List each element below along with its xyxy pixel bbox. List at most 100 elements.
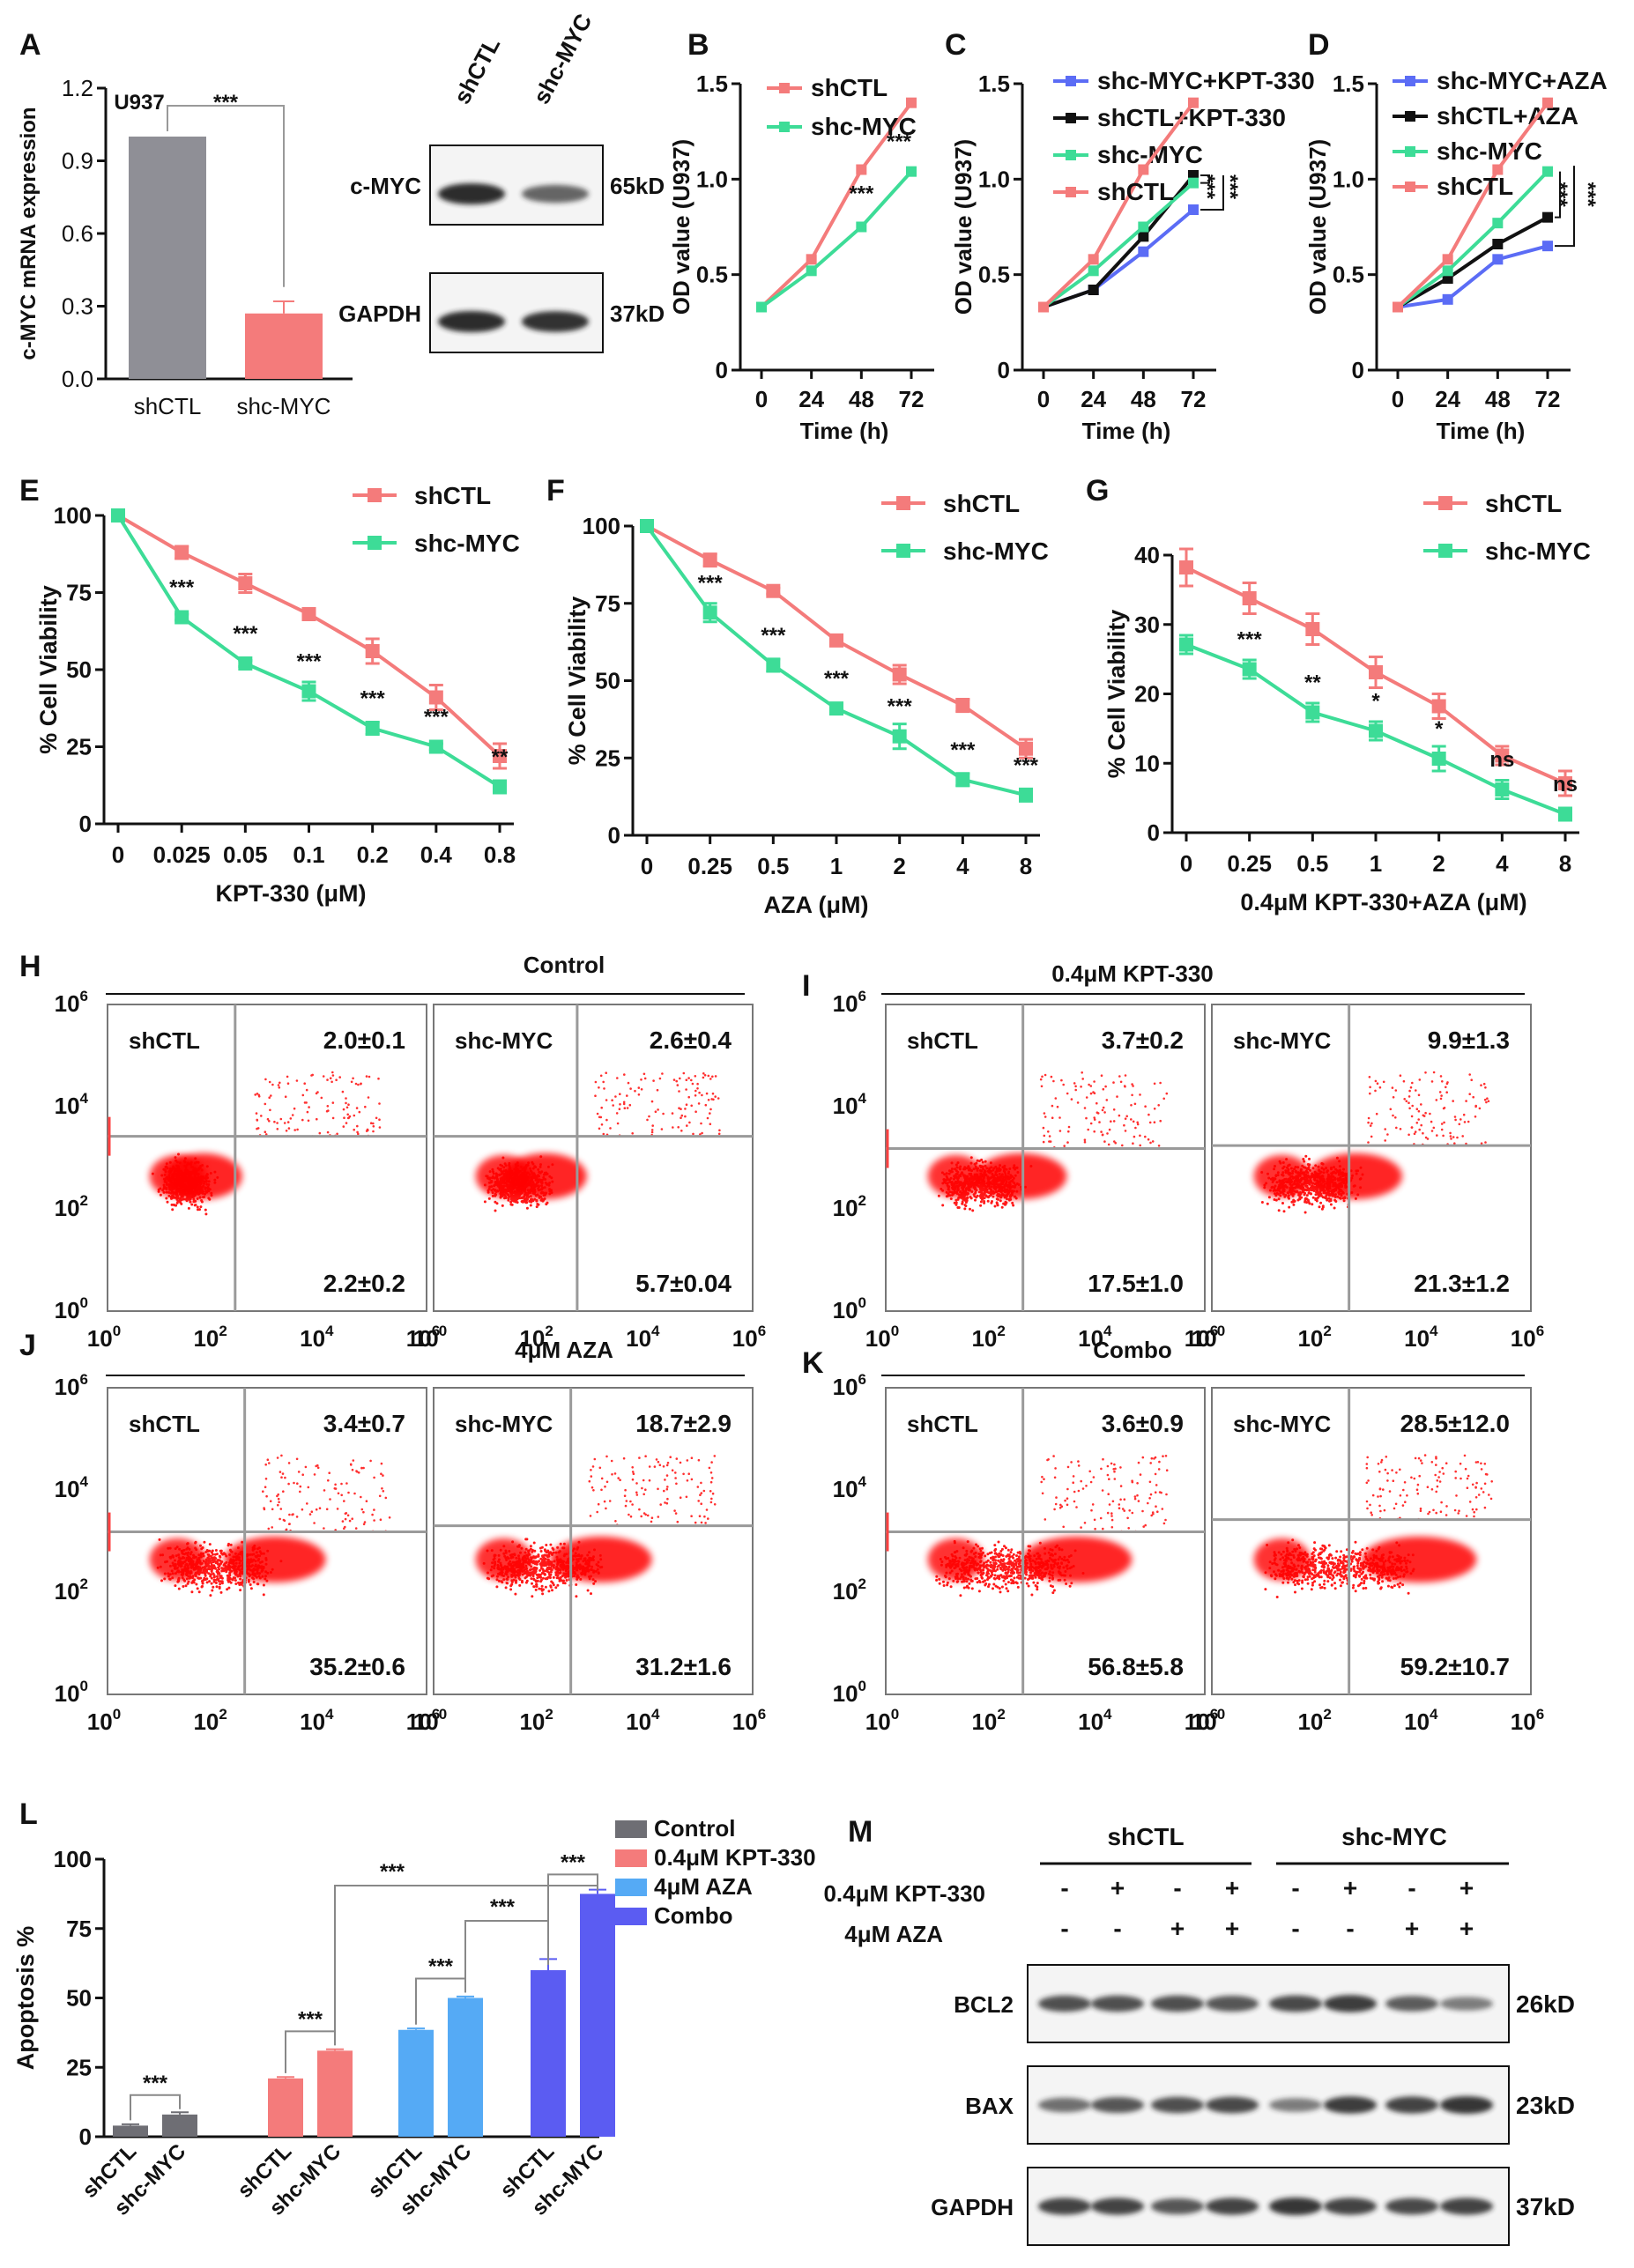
event-dot [334,1484,337,1486]
event-dot [1408,1108,1411,1110]
sig-label: ** [492,745,509,769]
y-tick-label: 0 [608,822,620,849]
event-dot [280,1118,283,1121]
event-dot [592,1582,595,1585]
data-point [893,730,907,744]
x-tick-label: 0 [1392,386,1404,412]
event-dot [494,1201,496,1204]
event-dot [336,1133,338,1136]
sig-label: *** [849,182,874,206]
event-dot [963,1207,966,1210]
event-dot [600,1075,603,1078]
event-dot [256,1112,258,1115]
event-dot [673,1078,676,1081]
dense-population [225,1537,326,1582]
event-dot [213,1556,216,1559]
event-dot [1074,1086,1077,1088]
event-dot [1333,1199,1336,1202]
event-dot [1439,1091,1442,1093]
y-tick-label: 0 [79,811,92,837]
event-dot [215,1549,218,1552]
event-dot [1376,1113,1378,1115]
event-dot [204,1209,207,1212]
x-tick-label: 0 [112,841,124,868]
event-dot [525,1197,528,1200]
dense-population [150,1538,206,1581]
data-point [1179,638,1193,652]
event-dot [549,1544,552,1546]
quadrant-lower-right: 5.7±0.04 [635,1270,732,1297]
event-dot [1004,1204,1006,1206]
event-dot [690,1105,693,1108]
event-dot [1407,1101,1410,1104]
event-dot [215,1579,218,1582]
event-dot [1319,1202,1322,1204]
legend-marker [1405,76,1415,86]
event-dot [353,1493,356,1495]
event-dot [227,1543,230,1545]
y-tick-label: 50 [595,668,620,694]
x-tick-label: 4 [956,853,969,879]
event-dot [337,1508,339,1510]
event-dot [209,1543,212,1545]
event-dot [1310,1193,1312,1196]
event-dot [624,1107,627,1109]
data-point [1088,254,1099,264]
x-tick-label: 0.4 [420,841,453,868]
event-dot [1103,1088,1105,1091]
event-dot [306,1502,308,1505]
event-dot [644,1078,647,1080]
event-dot [701,1132,703,1135]
y-axis-title: % Cell Viability [35,585,62,754]
event-dot [598,1116,601,1119]
y-axis-title: c-MYC mRNA expression [17,107,41,359]
event-dot [279,1518,281,1521]
event-dot [1274,1198,1276,1201]
sig-label: *** [1195,174,1219,200]
event-dot [1420,1103,1422,1106]
x-tick-label: 102 [193,1323,227,1352]
event-dot [352,1078,354,1080]
event-dot [1084,1141,1087,1144]
data-point [238,576,252,590]
event-dot [350,1464,353,1466]
event-dot [194,1200,197,1203]
event-dot [187,1582,189,1585]
legend-label: shCTL [414,482,491,509]
event-dot [377,1078,380,1080]
event-dot [1154,1083,1156,1086]
event-dot [1400,1128,1402,1130]
event-dot [982,1161,984,1164]
y-tick-label: 100 [54,502,92,529]
y-tick-label: 0.3 [62,293,93,320]
y-tick-label: 102 [55,1575,88,1605]
event-dot [718,1133,721,1136]
event-dot [329,1498,331,1501]
event-dot [679,1078,681,1080]
event-dot [1474,1115,1477,1118]
event-dot [678,1090,680,1093]
x-tick-label: 0.25 [687,853,732,879]
event-dot [1419,1078,1422,1081]
event-dot [1410,1086,1413,1089]
data-point [1243,591,1257,605]
y-tick-label: 100 [55,1678,88,1707]
panel-letter-l: L [19,1797,38,1831]
event-dot [301,1119,304,1122]
blot-row-label: GAPDH [338,300,421,327]
event-dot [256,1093,259,1095]
data-point [429,691,443,705]
event-dot [509,1201,512,1204]
event-dot [383,1490,385,1493]
data-point [829,634,843,648]
event-dot [1322,1196,1325,1198]
event-dot [994,1205,997,1208]
event-dot [174,1584,176,1587]
event-dot [983,1202,985,1204]
y-tick-label: 0.6 [62,220,93,247]
event-dot [501,1204,504,1207]
event-dot [1411,1126,1414,1129]
x-tick-label: 106 [1511,1323,1544,1352]
event-dot [709,1078,712,1080]
event-dot [1454,1119,1457,1122]
